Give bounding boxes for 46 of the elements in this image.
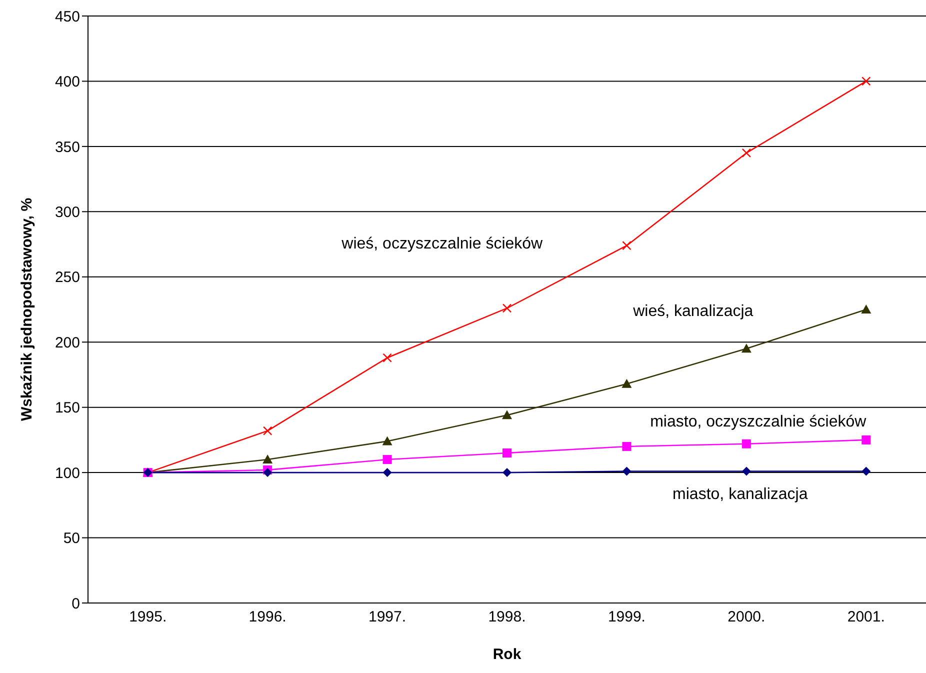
x-tick-label: 1995.: [129, 608, 167, 626]
y-tick-label: 400: [54, 74, 80, 91]
point: [262, 454, 273, 464]
point: [622, 466, 632, 476]
point: [622, 378, 632, 388]
point: [862, 435, 871, 444]
series-label: miasto, oczyszczalnie ścieków: [650, 413, 867, 430]
point: [502, 468, 512, 478]
point: [742, 439, 751, 448]
point: [382, 455, 392, 464]
point: [263, 468, 272, 478]
text: wieś, oczyszczalnie ścieków: [340, 236, 544, 253]
y-tick-label: 100: [54, 464, 80, 482]
x-axis-title: Rok: [492, 646, 522, 663]
series-label: wieś, kanalizacja: [632, 303, 754, 320]
point: [382, 436, 392, 446]
x-tick-label: 2001.: [847, 608, 885, 626]
point: [382, 353, 392, 362]
y-tick-label: 350: [54, 138, 80, 156]
point: [502, 448, 512, 458]
point: [502, 304, 512, 313]
y-tick-label: 300: [54, 204, 80, 221]
point: [502, 410, 512, 420]
point: [742, 466, 751, 476]
y-tick-label: 450: [54, 8, 80, 26]
point: [262, 426, 272, 436]
y-tick-label: 50: [63, 530, 80, 548]
x-tick-label: 1996.: [248, 608, 286, 626]
point: [382, 468, 392, 478]
point: [861, 304, 872, 314]
point: [622, 442, 632, 451]
series-label: miasto, kanalizacja: [672, 486, 808, 503]
x-tick-label: 2000.: [728, 608, 766, 626]
x-tick-label: 1999.: [608, 608, 646, 626]
y-tick-label: 250: [54, 269, 80, 286]
point: [741, 344, 752, 353]
x-tick-label: 1998.: [488, 608, 526, 626]
point: [742, 148, 752, 158]
y-tick-label: 150: [54, 400, 80, 417]
x-tick-label: 1997.: [368, 608, 406, 626]
point: [622, 240, 632, 250]
y-axis-title: Wskaźnik jednopodstawowy, %: [18, 198, 36, 422]
point: [862, 466, 871, 476]
point: [862, 76, 871, 86]
y-tick-label: 0: [72, 595, 80, 612]
y-tick-label: 200: [54, 334, 80, 352]
